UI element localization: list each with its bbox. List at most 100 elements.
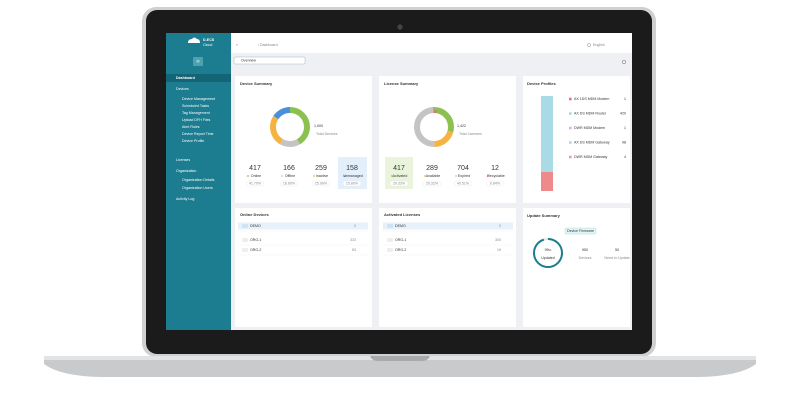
org-count: 83: [352, 248, 356, 252]
stat-dot: [487, 175, 489, 177]
brand: D-ECS: [203, 38, 215, 42]
breadcrumb: / Dashboard: [258, 43, 278, 47]
gauge-number: 95: [545, 248, 549, 252]
menu-item[interactable]: Activity Log: [176, 197, 194, 201]
menu-item[interactable]: Upload DFH Files: [182, 118, 211, 122]
total-label: Total Licenses: [459, 132, 482, 136]
tag[interactable]: [564, 227, 597, 235]
total: 1,000: [314, 124, 323, 128]
stat-value: 417: [249, 165, 261, 172]
stat-label: Offline: [285, 174, 295, 178]
back-icon[interactable]: «: [236, 43, 238, 47]
need-label: Need to Update: [604, 256, 629, 260]
legend-value: 420: [620, 111, 626, 115]
tag-text: Device Firmware: [567, 229, 594, 233]
menu-item[interactable]: Scheduled Tasks: [182, 104, 209, 108]
card-title: Activated Licenses: [384, 212, 421, 217]
card-title: Online Devices: [240, 212, 269, 217]
org-chip: [387, 248, 393, 252]
legend-swatch: [569, 97, 572, 101]
legend-label: AX DS MDM Gateway: [574, 140, 610, 144]
card-title: Update Summary: [527, 213, 561, 218]
menu-item[interactable]: Organization Users: [182, 186, 213, 190]
stat-dot: [247, 175, 249, 177]
stat-percent: 16.60%: [283, 182, 296, 186]
legend-label: AX 1DS MDM Modem: [574, 97, 609, 101]
row-highlight: [383, 222, 513, 230]
stat-percent: 29.33%: [393, 182, 406, 186]
stat-label: Recyclable: [487, 174, 505, 178]
menu-item[interactable]: Device Management: [182, 97, 215, 101]
menu-item[interactable]: Licenses: [176, 158, 190, 162]
card-title: License Summary: [384, 81, 419, 86]
total: 1,422: [457, 124, 466, 128]
language[interactable]: English: [593, 43, 605, 47]
row-highlight: [238, 222, 368, 230]
stat-pill: [422, 180, 442, 187]
org-count: 300: [495, 238, 501, 242]
avatar[interactable]: [193, 57, 203, 66]
menu-item[interactable]: Tag Management: [182, 111, 210, 115]
devices: 950: [582, 248, 588, 252]
menu-item[interactable]: Devices: [176, 87, 189, 91]
stat-percent: 15.80%: [346, 182, 359, 186]
stat-value: 166: [283, 165, 295, 172]
org-name: ORG-1: [250, 238, 261, 242]
stat-pill: [279, 180, 299, 187]
legend-label: DWR MDM Gateway: [574, 155, 608, 159]
org-chip: [242, 224, 248, 228]
stat-pill: [311, 180, 331, 187]
donut-segment: [270, 107, 310, 147]
refresh[interactable]: [621, 59, 627, 65]
topbar: [231, 33, 632, 53]
stat-label: Expired: [458, 174, 470, 178]
org-chip: [242, 238, 248, 242]
legend-label: AX DS MDM Router: [574, 111, 607, 115]
menu-item[interactable]: Organization: [176, 169, 196, 173]
stat-percent: 41.70%: [249, 182, 262, 186]
org-count: 333: [350, 238, 356, 242]
menu-item[interactable]: Alert Rules: [182, 125, 200, 129]
stat-dot: [281, 175, 283, 177]
view-select-text: Overview: [241, 58, 256, 62]
gauge-label: Updated: [541, 256, 555, 260]
stat-percent: 0.84%: [490, 182, 501, 186]
logo: [188, 37, 200, 43]
total-label: Total Devices: [316, 132, 338, 136]
org-name: ORG-2: [250, 248, 261, 252]
org-count: 2: [499, 224, 501, 228]
stat-value: 704: [457, 165, 469, 172]
stat-label: Inactive: [316, 174, 328, 178]
menu-item[interactable]: Device Profile: [182, 139, 204, 143]
menu-item[interactable]: Organization Details: [182, 178, 215, 182]
stat-pill: [485, 180, 505, 187]
stat-dot: [455, 175, 457, 177]
avatar-text: M: [197, 59, 200, 63]
stat-pill: [342, 180, 362, 187]
stat-percent: 25.90%: [315, 182, 328, 186]
legend-label: DWR MDM Modem: [574, 126, 605, 130]
donut-segment: [414, 107, 454, 147]
view-select[interactable]: [233, 56, 306, 65]
profile-bar: [541, 172, 553, 191]
card: [523, 76, 630, 203]
org-name: ORG-2: [395, 248, 406, 252]
legend-swatch: [569, 112, 572, 115]
menu-item[interactable]: Device Report Time: [182, 132, 214, 136]
stat-value: 158: [346, 165, 358, 172]
legend-value: 1: [624, 97, 626, 101]
sidebar: [166, 33, 231, 330]
globe-icon[interactable]: [587, 43, 591, 47]
notch: [370, 356, 430, 361]
legend-swatch: [569, 141, 572, 144]
card-title: Device Profiles: [527, 81, 556, 86]
stat-label: Unmanaged: [343, 174, 363, 178]
legend-swatch: [569, 155, 572, 159]
stat-value: 12: [491, 165, 499, 172]
stat-percent: 20.32%: [426, 182, 439, 186]
brand-sub: Cloud: [203, 43, 212, 47]
menu-item[interactable]: Dashboard: [176, 76, 195, 80]
stat-dot: [313, 175, 315, 177]
org-count: 2: [354, 224, 356, 228]
